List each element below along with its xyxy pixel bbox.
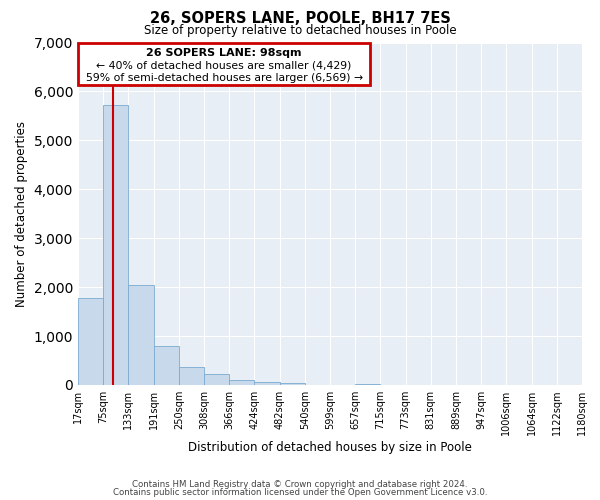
Bar xyxy=(128,284,154,385)
Bar xyxy=(154,346,179,385)
Text: Contains public sector information licensed under the Open Government Licence v3: Contains public sector information licen… xyxy=(113,488,487,497)
Text: Contains HM Land Registry data © Crown copyright and database right 2024.: Contains HM Land Registry data © Crown c… xyxy=(132,480,468,489)
Text: 59% of semi-detached houses are larger (6,569) →: 59% of semi-detached houses are larger (… xyxy=(86,74,363,84)
Bar xyxy=(78,298,103,385)
Bar xyxy=(103,105,128,385)
Text: 26, SOPERS LANE, POOLE, BH17 7ES: 26, SOPERS LANE, POOLE, BH17 7ES xyxy=(149,11,451,26)
X-axis label: Distribution of detached houses by size in Poole: Distribution of detached houses by size … xyxy=(188,441,472,454)
Y-axis label: Number of detached properties: Number of detached properties xyxy=(15,120,28,306)
Bar xyxy=(280,383,305,385)
Bar xyxy=(204,374,229,385)
Text: ← 40% of detached houses are smaller (4,429): ← 40% of detached houses are smaller (4,… xyxy=(97,60,352,70)
Bar xyxy=(355,384,380,385)
Bar xyxy=(179,367,204,385)
Bar xyxy=(254,382,280,385)
Bar xyxy=(229,380,254,385)
Text: Size of property relative to detached houses in Poole: Size of property relative to detached ho… xyxy=(143,24,457,37)
FancyBboxPatch shape xyxy=(78,42,370,85)
Text: 26 SOPERS LANE: 98sqm: 26 SOPERS LANE: 98sqm xyxy=(146,48,302,58)
